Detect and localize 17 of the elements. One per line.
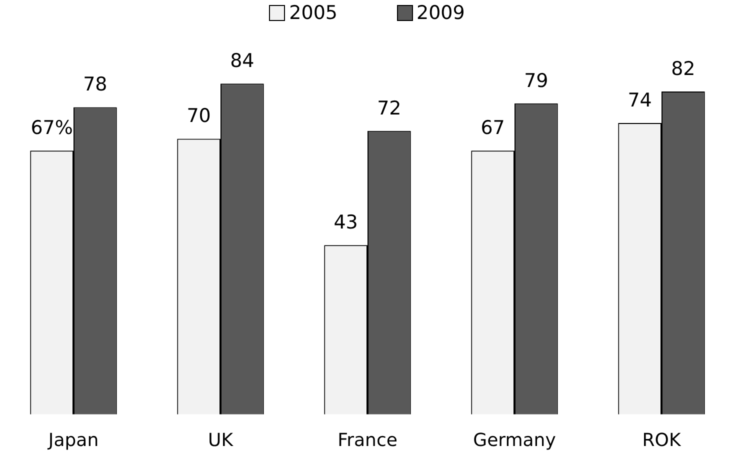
legend-label: 2005 — [289, 2, 338, 24]
data-label: 82 — [671, 58, 696, 80]
x-tick-label: ROK — [642, 430, 682, 451]
data-label: 78 — [83, 74, 108, 96]
data-label: 70 — [186, 105, 211, 128]
x-tick-label: France — [338, 430, 398, 451]
x-tick-label: UK — [208, 430, 234, 451]
x-tick-label: Germany — [473, 430, 556, 451]
data-label: 84 — [230, 50, 254, 72]
data-label: 79 — [524, 70, 548, 92]
data-label: 67% — [30, 117, 73, 140]
data-label: 67 — [480, 117, 505, 140]
legend-label: 2009 — [416, 2, 465, 24]
x-tick-label: Japan — [47, 430, 99, 451]
data-label: 43 — [334, 212, 358, 234]
data-label: 72 — [377, 97, 402, 120]
data-label: 74 — [628, 89, 652, 112]
